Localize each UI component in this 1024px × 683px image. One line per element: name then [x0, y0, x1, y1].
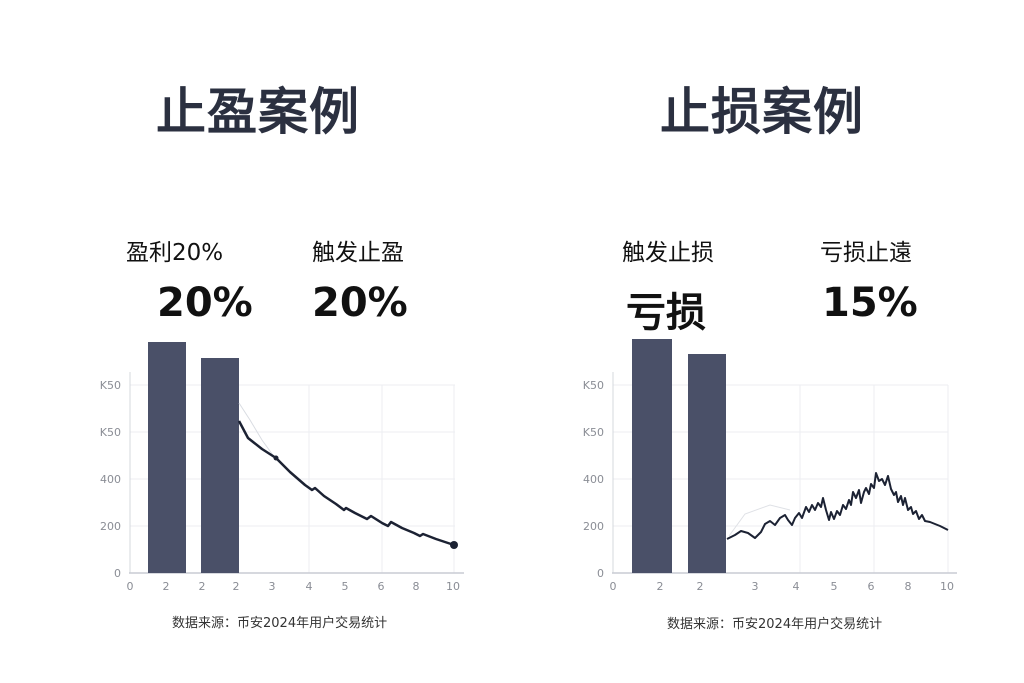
left-y-ticks: K50 K50 400 200 0	[100, 379, 121, 580]
svg-text:0: 0	[127, 580, 134, 593]
svg-text:8: 8	[905, 580, 912, 593]
right-y-ticks: K50 K50 400 200 0	[583, 379, 604, 580]
left-source-note: 数据来源：币安2024年用户交易统计	[172, 616, 388, 631]
left-bar-1	[148, 342, 186, 573]
right-source-note: 数据来源：币安2024年用户交易统计	[667, 617, 883, 632]
left-stat-label-1: 盈利20%	[126, 240, 224, 266]
svg-text:200: 200	[583, 520, 604, 533]
left-price-line	[237, 420, 455, 547]
svg-text:6: 6	[868, 580, 875, 593]
left-stat-value-2: 20%	[312, 280, 408, 326]
svg-text:2: 2	[163, 580, 170, 593]
svg-text:2: 2	[199, 580, 206, 593]
left-stat-value-1: 20%	[157, 280, 253, 326]
right-title: 止损案例	[660, 83, 864, 141]
right-stat-label-2: 亏损止遠	[820, 240, 912, 266]
svg-text:10: 10	[940, 580, 954, 593]
svg-text:2: 2	[233, 580, 240, 593]
left-title: 止盈案例	[156, 83, 360, 141]
svg-text:2: 2	[697, 580, 704, 593]
right-bar-1	[632, 339, 672, 573]
svg-text:0: 0	[610, 580, 617, 593]
right-bar-2	[688, 354, 726, 573]
right-price-line	[726, 472, 949, 540]
svg-text:200: 200	[100, 520, 121, 533]
left-line-end-marker	[450, 541, 458, 549]
left-x-ticks: 0 2 2 2 3 4 5 6 8 10	[127, 580, 461, 593]
svg-text:4: 4	[306, 580, 313, 593]
svg-text:3: 3	[752, 580, 759, 593]
right-stat-value-1: 亏损	[626, 290, 706, 336]
svg-text:5: 5	[831, 580, 838, 593]
svg-text:2: 2	[657, 580, 664, 593]
svg-text:8: 8	[413, 580, 420, 593]
left-chart: K50 K50 400 200 0 0 2 2 2 3 4 5 6 8 10	[100, 342, 464, 593]
svg-text:400: 400	[583, 473, 604, 486]
svg-text:6: 6	[378, 580, 385, 593]
svg-text:4: 4	[793, 580, 800, 593]
left-stat-label-2: 触发止盈	[312, 240, 404, 266]
right-stat-value-2: 15%	[822, 280, 918, 326]
svg-text:0: 0	[597, 567, 604, 580]
right-chart: K50 K50 400 200 0 0 2 2 3 4 5 6 8 10	[583, 339, 957, 593]
svg-text:10: 10	[446, 580, 460, 593]
right-stat-label-1: 触发止损	[622, 240, 714, 266]
svg-text:K50: K50	[583, 426, 604, 439]
right-x-ticks: 0 2 2 3 4 5 6 8 10	[610, 580, 955, 593]
svg-text:K50: K50	[100, 379, 121, 392]
svg-text:3: 3	[269, 580, 276, 593]
svg-text:400: 400	[100, 473, 121, 486]
svg-text:K50: K50	[100, 426, 121, 439]
svg-text:K50: K50	[583, 379, 604, 392]
svg-text:0: 0	[114, 567, 121, 580]
left-bar-2	[201, 358, 239, 573]
svg-text:5: 5	[342, 580, 349, 593]
